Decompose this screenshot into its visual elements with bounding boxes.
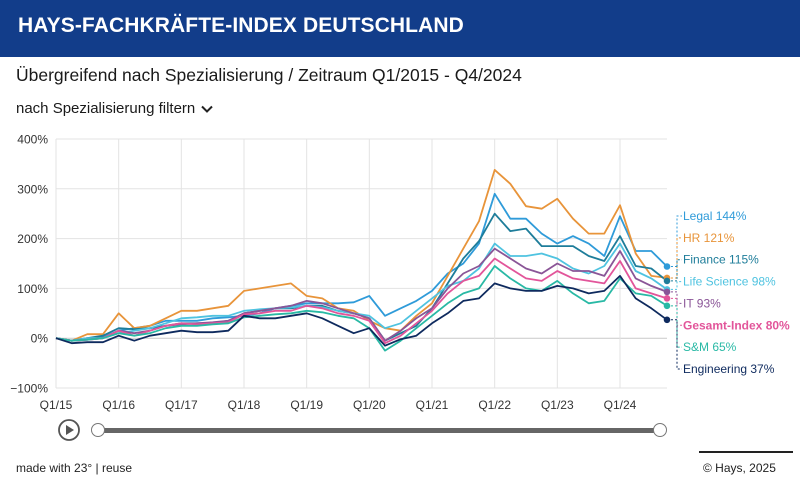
legend-label[interactable]: IT 93% [683, 296, 721, 310]
x-tick-label: Q1/21 [416, 398, 449, 412]
legend-label[interactable]: Gesamt-Index 80% [683, 318, 790, 332]
series-end-point[interactable] [663, 295, 671, 302]
series-end-point[interactable] [663, 302, 671, 310]
legend-label[interactable]: S&M 65% [683, 340, 737, 354]
series-line-finance[interactable] [55, 212, 668, 342]
legend-connector [671, 319, 682, 370]
chevron-down-icon [201, 105, 213, 113]
specialization-filter-dropdown[interactable]: nach Spezialisierung filtern [16, 100, 213, 117]
legend-connector [671, 281, 682, 290]
x-tick-label: Q1/24 [604, 398, 637, 412]
y-tick-label: 400% [17, 133, 48, 147]
x-tick-label: Q1/17 [165, 398, 198, 412]
footer-separator: | [92, 461, 102, 475]
series-end-point[interactable] [663, 288, 671, 296]
x-tick-label: Q1/15 [40, 398, 73, 412]
legend-connector [671, 237, 682, 279]
series-line-engineering[interactable] [55, 274, 668, 347]
timeline-start-handle[interactable] [91, 423, 105, 437]
reuse-link[interactable]: reuse [101, 461, 132, 475]
copyright-text: © Hays, 2025 [703, 461, 776, 475]
legend-connector [671, 305, 682, 348]
legend-connector [671, 259, 682, 282]
y-tick-label: 200% [17, 232, 48, 246]
footer-credits: made with 23° | reuse [16, 461, 132, 475]
timeline-slider-track[interactable] [97, 428, 659, 433]
play-icon [58, 419, 80, 441]
line-chart: −100% 0% 100% 200% 300% 400% Q1/15 Q1/16 Q1/17 Q1… [10, 133, 790, 413]
legend-label[interactable]: HR 121% [683, 231, 735, 245]
x-tick-label: Q1/18 [228, 398, 261, 412]
x-tick-label: Q1/23 [541, 398, 574, 412]
timeline-player [57, 418, 667, 444]
legend-label[interactable]: Engineering 37% [683, 362, 775, 376]
play-button[interactable] [57, 418, 81, 442]
series-end-point[interactable] [663, 277, 671, 285]
series-line-legal[interactable] [55, 192, 668, 342]
series-line-gesamt-index[interactable] [55, 257, 668, 345]
x-tick-label: Q1/22 [478, 398, 511, 412]
x-tick-label: Q1/19 [290, 398, 323, 412]
series-line-life-science[interactable] [55, 242, 668, 342]
legend-label[interactable]: Life Science 98% [683, 275, 776, 289]
legend-connector [671, 291, 682, 304]
chart-subtitle: Übergreifend nach Spezialisierung / Zeit… [16, 65, 522, 85]
y-tick-label: 0% [31, 332, 49, 346]
filter-label: nach Spezialisierung filtern [16, 100, 196, 117]
timeline-end-handle[interactable] [653, 423, 667, 437]
made-with-text: made with 23° [16, 461, 93, 475]
x-tick-label: Q1/16 [102, 398, 135, 412]
footer-divider [699, 451, 793, 453]
x-tick-label: Q1/20 [353, 398, 386, 412]
series-end-point[interactable] [663, 316, 671, 324]
y-tick-label: 100% [17, 282, 48, 296]
legend-label[interactable]: Legal 144% [683, 209, 747, 223]
legend-label[interactable]: Finance 115% [683, 253, 759, 267]
page-title: HAYS-FACHKRÄFTE-INDEX DEUTSCHLAND [18, 14, 464, 37]
y-tick-label: 300% [17, 182, 48, 196]
y-tick-label: −100% [10, 382, 48, 396]
series-end-point[interactable] [663, 263, 671, 270]
page-header: HAYS-FACHKRÄFTE-INDEX DEUTSCHLAND [0, 0, 800, 57]
